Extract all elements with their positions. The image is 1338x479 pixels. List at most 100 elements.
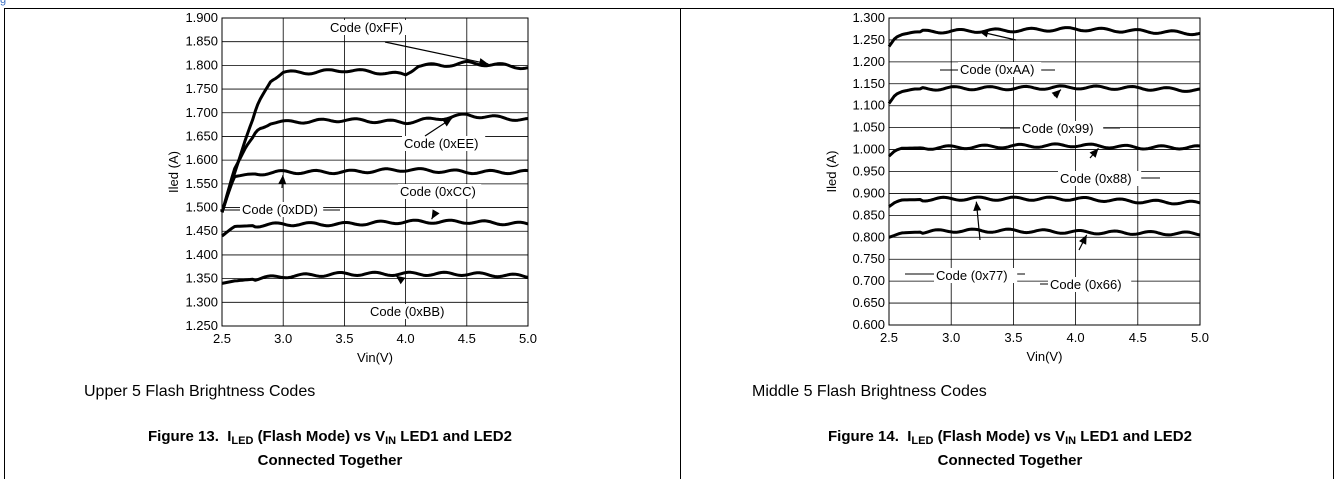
y-tick-label: 1.700 xyxy=(185,105,218,120)
annotation-code-0x77: Code (0x77) xyxy=(936,268,1008,283)
caption-mode: (Flash Mode) vs xyxy=(257,428,371,445)
x-tick-label: 3.5 xyxy=(1004,330,1022,345)
caption-line2: Connected Together xyxy=(257,452,403,469)
arrowhead-icon xyxy=(1079,234,1087,245)
series-line-code-0xbb xyxy=(221,270,529,285)
x-axis-label: Vin(V) xyxy=(1027,349,1063,364)
x-tick-label: 3.0 xyxy=(274,331,292,346)
series-line-code-0xcc xyxy=(221,218,529,238)
top-link-text[interactable]: g xyxy=(0,0,7,6)
y-axis-label: Iled (A) xyxy=(166,151,181,193)
y-tick-label: 1.300 xyxy=(185,294,218,309)
frame-left-rule xyxy=(4,8,5,479)
caption-v-sub: IN xyxy=(385,435,397,447)
annotation-code-0xcc: Code (0xCC) xyxy=(400,184,476,199)
annotation-code-0x99: Code (0x99) xyxy=(1022,121,1094,136)
caption-number: Figure 13. xyxy=(148,428,219,445)
top-link[interactable]: g xyxy=(0,0,20,8)
annotation-bg xyxy=(398,184,482,199)
y-tick-label: 1.800 xyxy=(185,57,218,72)
y-tick-label: 0.600 xyxy=(852,317,885,332)
y-tick-label: 0.850 xyxy=(852,207,885,222)
y-tick-label: 1.550 xyxy=(185,176,218,191)
y-tick-label: 1.350 xyxy=(185,271,218,286)
annotation-bg xyxy=(402,136,486,151)
y-tick-label: 0.700 xyxy=(852,273,885,288)
caption-i-sub: LED xyxy=(911,435,934,447)
annotation-code-0xff: Code (0xFF) xyxy=(330,20,403,35)
chart-figure-13: 1.250 1.300 1.350 1.400 1.450 1.500 1.550 1.600… xyxy=(166,10,537,365)
y-tick-label: 1.150 xyxy=(852,76,885,91)
x-tick-label: 5.0 xyxy=(519,331,537,346)
chart-figure-14: 0.600 0.650 0.700 0.750 0.800 0.850 0.900 0.950… xyxy=(824,10,1209,364)
x-tick-label: 3.0 xyxy=(942,330,960,345)
panel-subtitle-13: Upper 5 Flash Brightness Codes xyxy=(84,383,316,400)
arrowhead-icon xyxy=(478,58,489,67)
series-line-code-0xee xyxy=(220,112,529,213)
x-tick-label: 2.5 xyxy=(213,331,231,346)
caption-tail: LED1 and LED2 xyxy=(1080,428,1192,445)
frame-right-rule xyxy=(1333,8,1334,479)
panel-subtitle-14: Middle 5 Flash Brightness Codes xyxy=(752,383,987,400)
annotation-arrow-line xyxy=(384,41,489,65)
caption-tail: LED1 and LED2 xyxy=(400,428,512,445)
arrowhead-icon xyxy=(1089,148,1099,158)
arrowhead-icon xyxy=(395,275,406,285)
x-tick-label: 3.5 xyxy=(335,331,353,346)
y-tick-label: 0.950 xyxy=(852,164,885,179)
figure-caption-14: Figure 14. ILED (Flash Mode) vs VIN LED1… xyxy=(780,427,1240,470)
annotation-code-0xaa: Code (0xAA) xyxy=(960,62,1034,77)
y-tick-label: 1.650 xyxy=(185,128,218,143)
caption-i-sub: LED xyxy=(231,435,254,447)
figure-caption-13: Figure 13. ILED (Flash Mode) vs VIN LED1… xyxy=(100,427,560,470)
x-tick-label: 4.5 xyxy=(458,331,476,346)
annotation-code-0xdd: Code (0xDD) xyxy=(242,202,318,217)
y-tick-label: 1.450 xyxy=(185,223,218,238)
y-tick-label: 1.250 xyxy=(852,32,885,47)
y-tick-label: 0.900 xyxy=(852,185,885,200)
series-line-code-0x99 xyxy=(887,84,1201,105)
y-tick-label: 1.200 xyxy=(852,54,885,69)
x-tick-label: 4.0 xyxy=(1067,330,1085,345)
x-tick-label: 4.5 xyxy=(1129,330,1147,345)
y-tick-label: 1.000 xyxy=(852,142,885,157)
y-tick-label: 1.500 xyxy=(185,200,218,215)
annotation-code-0x88: Code (0x88) xyxy=(1060,171,1132,186)
y-tick-label: 0.750 xyxy=(852,251,885,266)
arrowhead-icon xyxy=(431,209,440,220)
x-tick-label: 5.0 xyxy=(1191,330,1209,345)
caption-v: V xyxy=(1055,428,1066,445)
series-line-code-0x66 xyxy=(888,227,1201,239)
y-tick-label: 1.750 xyxy=(185,81,218,96)
y-tick-label: 1.250 xyxy=(185,318,218,333)
frame-top-rule xyxy=(4,8,1334,9)
arrowhead-icon xyxy=(278,174,287,185)
x-tick-label: 4.0 xyxy=(397,331,415,346)
annotation-bg xyxy=(1048,277,1132,292)
series-line-code-0xff xyxy=(220,59,529,213)
series-line-code-0xaa xyxy=(887,26,1201,48)
y-tick-label: 1.100 xyxy=(852,98,885,113)
y-tick-label: 1.300 xyxy=(852,10,885,25)
series-line-code-0x88 xyxy=(887,142,1201,158)
arrowhead-icon xyxy=(973,201,982,212)
caption-i: I xyxy=(907,428,912,445)
caption-v: V xyxy=(375,428,386,445)
annotation-bg xyxy=(328,20,412,35)
y-tick-label: 1.600 xyxy=(185,152,218,167)
y-tick-label: 1.050 xyxy=(852,120,885,135)
y-tick-label: 0.800 xyxy=(852,229,885,244)
annotation-code-0xbb: Code (0xBB) xyxy=(370,304,444,319)
caption-v-sub: IN xyxy=(1065,435,1077,447)
caption-mode: (Flash Mode) vs xyxy=(937,428,1051,445)
caption-i: I xyxy=(227,428,232,445)
caption-number: Figure 14. xyxy=(828,428,899,445)
caption-line2: Connected Together xyxy=(937,452,1083,469)
annotation-bg xyxy=(368,304,452,319)
annotation-bg xyxy=(1020,121,1104,136)
y-tick-label: 1.850 xyxy=(185,34,218,49)
annotation-code-0xee: Code (0xEE) xyxy=(404,136,478,151)
series-line-code-0x77 xyxy=(888,195,1201,208)
y-tick-label: 1.900 xyxy=(185,10,218,25)
frame-middle-rule xyxy=(680,8,681,479)
